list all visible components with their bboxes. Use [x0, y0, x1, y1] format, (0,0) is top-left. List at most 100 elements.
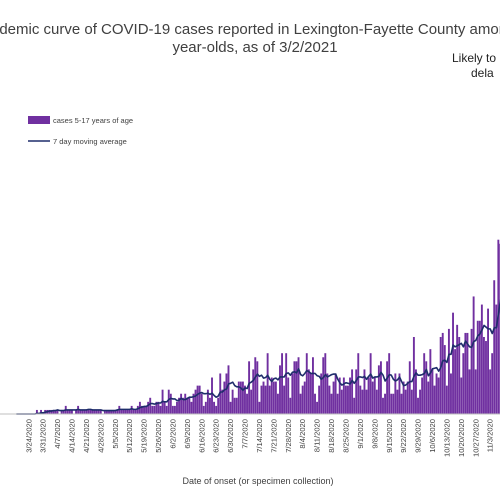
bar — [239, 381, 242, 414]
bar — [283, 385, 286, 414]
bar — [445, 385, 448, 414]
bar — [443, 345, 446, 414]
legend-label-cases: cases 5-17 years of age — [53, 116, 133, 125]
bar — [54, 409, 57, 414]
x-tick-label: 6/2/2020 — [168, 419, 177, 449]
bar — [384, 393, 386, 414]
bar — [114, 409, 117, 414]
bar — [466, 332, 469, 414]
x-tick-label: 6/30/2020 — [226, 419, 235, 453]
bar — [439, 336, 442, 414]
bar — [270, 377, 273, 414]
bar — [351, 369, 354, 414]
bar — [93, 409, 96, 414]
bar — [266, 353, 269, 414]
bar — [435, 373, 438, 414]
bar — [268, 385, 271, 414]
bar — [497, 239, 500, 414]
bar — [233, 397, 236, 414]
bar — [312, 357, 314, 414]
bar — [482, 336, 485, 414]
bar — [322, 357, 325, 414]
x-tick-label: 9/8/2020 — [370, 419, 379, 449]
x-tick-label: 10/6/2020 — [428, 419, 437, 453]
bar — [363, 369, 366, 414]
bar — [437, 377, 440, 414]
bar — [184, 393, 187, 414]
bar — [392, 393, 395, 414]
bar — [334, 373, 337, 414]
bar — [307, 369, 310, 414]
bar — [151, 405, 154, 414]
bar — [130, 405, 133, 414]
bar — [176, 401, 178, 414]
x-tick-label: 5/26/2020 — [154, 419, 163, 453]
bar — [190, 401, 193, 414]
bar — [198, 385, 201, 414]
bar — [417, 397, 419, 414]
bar — [167, 389, 170, 414]
bar — [410, 389, 413, 414]
bar — [318, 385, 321, 414]
bar — [85, 409, 88, 414]
bar — [493, 280, 496, 414]
bar — [276, 393, 279, 414]
x-tick-label: 4/14/2020 — [68, 419, 77, 453]
bar — [408, 361, 411, 414]
bar — [223, 381, 226, 414]
bar — [52, 409, 55, 414]
bar — [281, 353, 283, 414]
bar — [103, 409, 106, 414]
bar — [196, 385, 199, 414]
x-tick-label: 3/31/2020 — [39, 419, 48, 453]
bar — [470, 328, 473, 414]
bar — [206, 389, 209, 414]
bar — [48, 409, 51, 414]
bar — [361, 389, 364, 414]
x-tick-label: 6/9/2020 — [183, 419, 192, 449]
bar — [159, 405, 162, 414]
bar — [173, 405, 176, 414]
bar — [324, 353, 327, 414]
x-axis-title: Date of onset (or specimen collection) — [182, 476, 333, 486]
bar — [382, 397, 384, 414]
bar — [355, 369, 358, 414]
x-tick-label: 7/28/2020 — [284, 419, 293, 453]
bar — [169, 393, 172, 414]
bar — [328, 385, 331, 414]
bar — [379, 361, 382, 414]
bar — [340, 389, 343, 414]
bar — [353, 397, 356, 414]
bar — [373, 377, 376, 414]
chart-title-line-1: idemic curve of COVID-19 cases reported … — [0, 21, 500, 38]
bar — [229, 401, 232, 414]
bar — [153, 405, 156, 414]
bar — [124, 409, 127, 414]
legend-swatch-cases — [28, 116, 50, 124]
bar — [241, 381, 244, 414]
bar — [237, 381, 240, 414]
bar — [326, 373, 329, 414]
bar — [264, 385, 267, 414]
bar — [316, 401, 319, 414]
bar — [398, 373, 401, 414]
legend-label-average: 7 day moving average — [53, 137, 127, 146]
bar — [305, 353, 308, 414]
bar — [427, 381, 430, 414]
x-tick-label: 8/11/2020 — [313, 419, 322, 452]
bar — [293, 361, 296, 414]
bar — [314, 393, 316, 414]
bar — [145, 405, 148, 414]
x-axis-tick-labels: 3/24/2020 3/31/2020 4/7/2020 4/14/2020 4/21/… — [24, 419, 494, 457]
bar — [320, 373, 323, 414]
bar — [128, 409, 131, 414]
bar — [357, 353, 360, 414]
bar — [106, 409, 108, 414]
bar — [248, 361, 251, 414]
bar — [83, 409, 86, 414]
bar — [147, 401, 150, 414]
delay-annotation-line-2: dela — [471, 66, 494, 80]
bar — [441, 332, 444, 414]
